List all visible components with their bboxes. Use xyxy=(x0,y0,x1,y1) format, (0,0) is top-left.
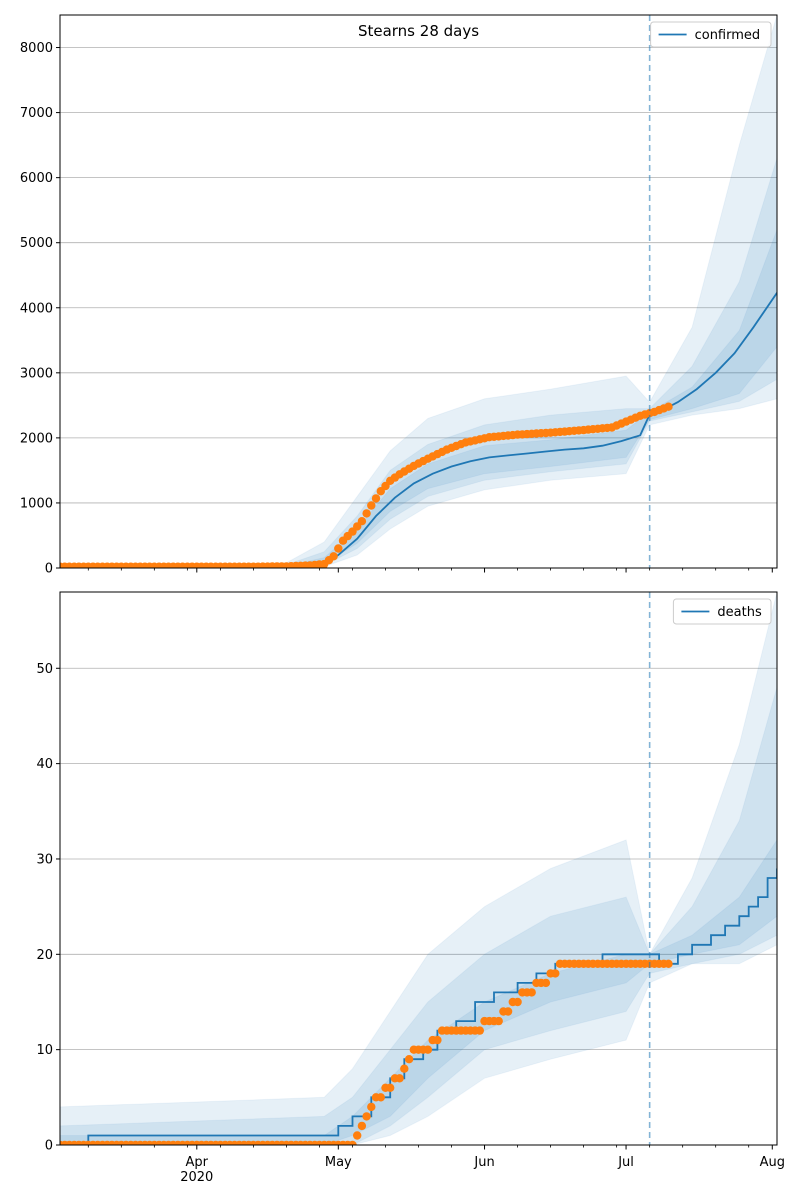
uncertainty-band-1 xyxy=(60,838,777,1145)
y-tick-label: 50 xyxy=(36,662,53,677)
uncertainty-band-3 xyxy=(60,592,777,1145)
x-tick-label: Jun xyxy=(473,1155,494,1170)
observed-point xyxy=(664,402,673,411)
observed-point xyxy=(433,1035,442,1045)
y-tick-label: 0 xyxy=(45,562,53,577)
observed-point xyxy=(541,978,551,988)
plot-area xyxy=(60,592,777,1145)
observed-point xyxy=(494,1016,503,1026)
observed-point xyxy=(362,509,371,518)
observed-point xyxy=(329,552,338,561)
legend-label: confirmed xyxy=(695,28,761,43)
y-tick-label: 1000 xyxy=(20,496,53,511)
observed-point xyxy=(400,1064,409,1073)
observed-point xyxy=(362,1112,371,1121)
y-tick-label: 5000 xyxy=(20,236,53,251)
observed-point xyxy=(404,1055,414,1064)
y-tick-label: 4000 xyxy=(20,301,53,316)
uncertainty-band-1 xyxy=(60,229,777,568)
observed-point xyxy=(551,969,560,978)
confirmed-line xyxy=(60,292,777,568)
y-tick-label: 40 xyxy=(36,757,53,772)
x-tick-label: Apr xyxy=(186,1155,209,1170)
legend: confirmed xyxy=(650,21,772,48)
observed-point xyxy=(371,494,381,503)
observed-point xyxy=(357,517,367,526)
y-tick-label: 0 xyxy=(45,1139,53,1154)
y-tick-label: 20 xyxy=(36,948,53,963)
observed-point xyxy=(527,988,536,997)
observed-point xyxy=(664,959,673,968)
x-tick-label: 2020 xyxy=(180,1170,213,1185)
deaths-line xyxy=(60,868,777,1145)
x-tick-label: May xyxy=(325,1155,352,1170)
y-tick-label: 7000 xyxy=(20,106,53,121)
observed-points xyxy=(60,959,673,1145)
legend-box xyxy=(650,21,772,48)
uncertainty-band-3 xyxy=(60,15,777,568)
observed-point xyxy=(376,1093,385,1102)
y-tick-label: 6000 xyxy=(20,171,53,186)
observed-point xyxy=(348,1140,357,1145)
observed-point xyxy=(513,997,522,1007)
y-tick-label: 10 xyxy=(36,1043,53,1058)
observed-point xyxy=(503,1007,513,1016)
observed-point xyxy=(357,1121,367,1131)
confirmed-chart: 0 1000 2000 3000 4000 5000 6000 7000 8000 Stearns… xyxy=(20,14,778,577)
observed-point xyxy=(334,544,343,553)
observed-points xyxy=(60,402,673,568)
observed-point xyxy=(423,1045,433,1054)
observed-point xyxy=(475,1026,484,1035)
x-tick-label: Jul xyxy=(617,1155,634,1170)
observed-point xyxy=(386,1083,395,1093)
legend: deaths xyxy=(672,598,772,625)
y-tick-label: 2000 xyxy=(20,431,53,446)
y-tick-label: 3000 xyxy=(20,366,53,381)
observed-point xyxy=(353,1131,362,1140)
legend-label: deaths xyxy=(717,605,762,620)
observed-point xyxy=(395,1074,404,1083)
plot-area xyxy=(60,15,777,568)
observed-point xyxy=(367,1102,376,1112)
uncertainty-band-2 xyxy=(60,157,777,568)
x-tick-label: Aug xyxy=(760,1155,785,1170)
y-tick-label: 8000 xyxy=(20,41,53,56)
observed-point xyxy=(367,501,376,510)
y-tick-label: 30 xyxy=(36,852,53,867)
chart-title: Stearns 28 days xyxy=(358,22,479,40)
legend-box xyxy=(672,598,772,625)
